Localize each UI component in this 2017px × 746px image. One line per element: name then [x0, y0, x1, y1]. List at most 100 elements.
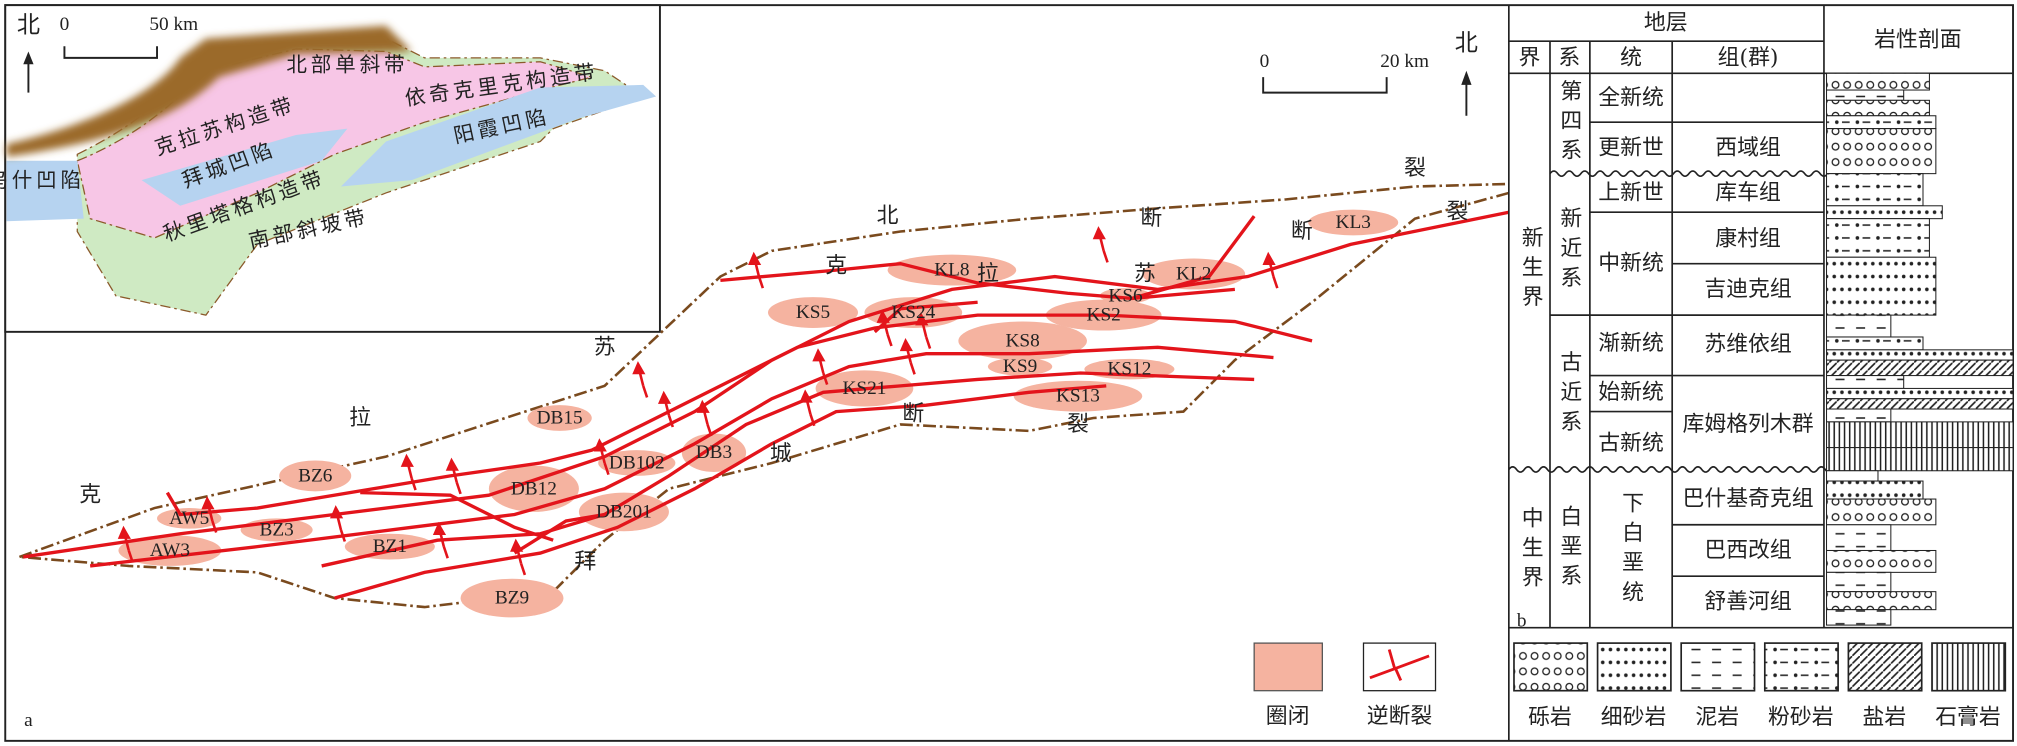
cell: 中新统 — [1598, 251, 1664, 276]
north-label: 北 — [17, 13, 40, 39]
yangxia-sag — [340, 84, 657, 187]
fault-arrow-head — [1262, 251, 1276, 265]
closure-shape — [1013, 380, 1143, 412]
fault-tooth — [886, 334, 893, 347]
lithology-bed — [1826, 115, 1937, 130]
fault-label: 克 — [825, 254, 847, 279]
fault-arrow-head — [812, 348, 826, 362]
lithology-bed — [1826, 498, 1937, 526]
closure-label: BZ6 — [298, 465, 333, 486]
closure-shape — [527, 405, 592, 431]
fault-arrow-head — [117, 525, 131, 539]
north-arrow-head — [23, 51, 34, 65]
north-label: 北 — [1455, 31, 1478, 57]
fault-tooth — [1272, 276, 1279, 289]
fault-tooth — [519, 562, 527, 576]
cell: 上新世 — [1598, 180, 1664, 205]
closure-shape — [344, 533, 435, 560]
fault-label: 苏 — [1134, 261, 1156, 286]
fault-label: 裂 — [1067, 412, 1089, 437]
lithology-bed — [1826, 447, 2014, 472]
fault-arrow-head — [510, 538, 524, 552]
closure-label: KS9 — [1003, 356, 1037, 377]
baicheng-sag — [141, 128, 348, 206]
fault-label: 断 — [1291, 219, 1313, 244]
closure-shape — [598, 450, 676, 476]
fault-label: 克 — [79, 483, 101, 508]
closure-label: BZ3 — [260, 519, 294, 540]
lithology-bed — [1826, 89, 1905, 101]
cell: 库车组 — [1715, 180, 1781, 205]
legend-label: 圈闭 — [1266, 704, 1310, 729]
lithology-bed — [1826, 256, 1937, 316]
scale-bar — [1262, 77, 1388, 94]
fault-arrow-head — [915, 312, 929, 326]
fault-label: 拜 — [574, 550, 596, 575]
lithology-bed — [1826, 571, 1892, 593]
vertical-cell: 新生界 — [1518, 226, 1543, 315]
cell: 始新统 — [1598, 380, 1664, 405]
fault-arrow-head — [899, 337, 913, 352]
fault-arrow-head — [445, 457, 459, 471]
cell: 苏维依组 — [1704, 332, 1791, 357]
closure-shape — [958, 321, 1087, 361]
lithology-label: 粉砂岩 — [1768, 705, 1834, 730]
cell: 组(群) — [1718, 45, 1779, 70]
structural-boundary — [18, 182, 1510, 609]
closure-shape — [488, 465, 579, 512]
lithology-bed — [1826, 387, 2014, 400]
lithology-label: 泥岩 — [1695, 705, 1739, 730]
scale-label: 50 km — [149, 14, 198, 35]
lithology-swatch — [1763, 642, 1839, 692]
closure-label: KS24 — [891, 302, 935, 323]
fault-label: 城 — [770, 442, 792, 467]
fault-tooth — [809, 413, 816, 427]
fault-tooth — [909, 362, 916, 375]
main-map — [18, 70, 1510, 692]
cell: 更新世 — [1598, 135, 1664, 160]
fault-tooth — [757, 276, 765, 289]
panel-label: a — [24, 710, 33, 731]
cell: 巴什基奇克组 — [1682, 487, 1813, 512]
fault-arrow-head — [748, 251, 762, 265]
fault-label: 裂 — [1404, 156, 1426, 181]
closure-label: AW3 — [150, 540, 190, 561]
closure-label: KS8 — [1005, 330, 1039, 351]
closure-label: KS5 — [796, 302, 830, 323]
closure-label: DB3 — [696, 442, 732, 463]
cell: 吉迪克组 — [1704, 277, 1791, 302]
scale-label: 20 km — [1380, 51, 1429, 72]
vertical-cell: 古近系 — [1557, 350, 1582, 439]
cell: 岩性剖面 — [1874, 27, 1961, 52]
fault-tooth — [641, 385, 649, 398]
fault-arrow-head — [432, 521, 447, 536]
north-arrow-head — [1461, 70, 1472, 85]
fault-tooth — [924, 336, 932, 349]
lithology-bed — [1826, 549, 1937, 573]
lithology-bed — [1826, 421, 2014, 449]
closure-label: KS13 — [1056, 386, 1100, 407]
scale-zero: 0 — [1260, 51, 1270, 72]
vertical-cell: 白垩系 — [1557, 505, 1582, 594]
closure-shape — [1308, 209, 1399, 236]
wushi-sag — [6, 160, 84, 222]
closure-label: BZ1 — [373, 536, 407, 557]
closure-label: KS21 — [842, 378, 886, 399]
fault-label: 裂 — [1446, 200, 1468, 225]
lithology-legend — [1513, 642, 2007, 692]
lithology-bed — [1826, 336, 1924, 351]
north-monocline-zone — [6, 25, 412, 157]
fault-tooth — [667, 415, 675, 428]
closure-shape — [460, 578, 564, 618]
lithology-bed — [1826, 314, 1892, 338]
fault-tooth — [127, 550, 134, 563]
cell: b — [1517, 611, 1527, 632]
cell: 全新统 — [1598, 85, 1664, 110]
closure-label: KL2 — [1176, 263, 1211, 284]
lithology-bed — [1826, 480, 1924, 500]
fault-label: 拉 — [977, 261, 999, 286]
cell: 古新统 — [1598, 431, 1664, 456]
fault-arrow-head — [1092, 226, 1106, 240]
fault-arrow-head — [330, 505, 344, 519]
stratigraphic-column — [1507, 5, 2014, 741]
